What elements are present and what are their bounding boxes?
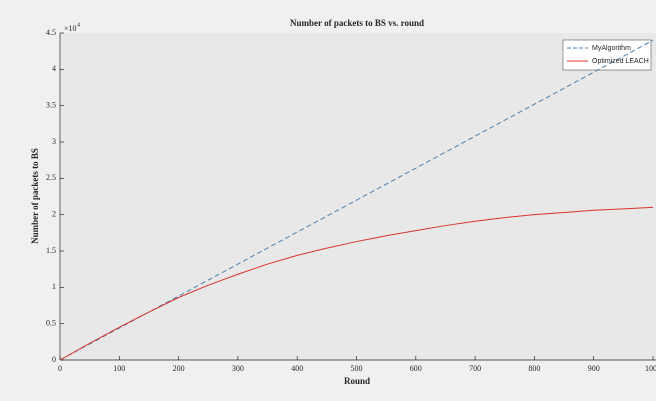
x-axis-label: Round [344, 376, 370, 386]
data-line [59, 206, 654, 361]
legend-box [562, 39, 652, 71]
y-tick-label: 4 [52, 64, 56, 73]
y-tick-label: 1 [52, 282, 56, 291]
y-multiplier: ×10 [64, 24, 77, 33]
x-tick-label: 800 [528, 364, 540, 373]
x-tick-label: 200 [173, 364, 185, 373]
legend [562, 39, 652, 71]
y-tick-label: 0.5 [46, 318, 56, 327]
x-tick-label: 1000 [645, 364, 656, 373]
x-tick-label: 300 [232, 364, 244, 373]
y-tick-label: 2.5 [46, 173, 56, 182]
x-tick-label: 0 [58, 364, 62, 373]
y-tick-label: 3.5 [46, 100, 56, 109]
legend-label: MyAlgorithm [592, 45, 631, 52]
x-tick-label: 100 [113, 364, 125, 373]
y-tick-label: 2 [52, 209, 56, 218]
legend-label: Optimized LEACH [592, 58, 649, 65]
y-axis-label: Number of packets to BS [30, 148, 40, 244]
y-multiplier-exponent: 4 [77, 22, 80, 28]
y-tick-label: 0 [52, 355, 56, 364]
chart-title: Number of packets to BS vs. round [290, 18, 424, 28]
x-tick-label: 900 [588, 364, 600, 373]
axes-background [60, 33, 656, 360]
y-tick-label: 1.5 [46, 246, 56, 255]
y-tick-label: 3 [52, 137, 56, 146]
x-tick-label: 400 [291, 364, 303, 373]
y-tick-label: 4.5 [46, 28, 56, 37]
x-tick-label: 500 [351, 364, 363, 373]
x-tick-label: 600 [410, 364, 422, 373]
x-tick-label: 700 [469, 364, 481, 373]
